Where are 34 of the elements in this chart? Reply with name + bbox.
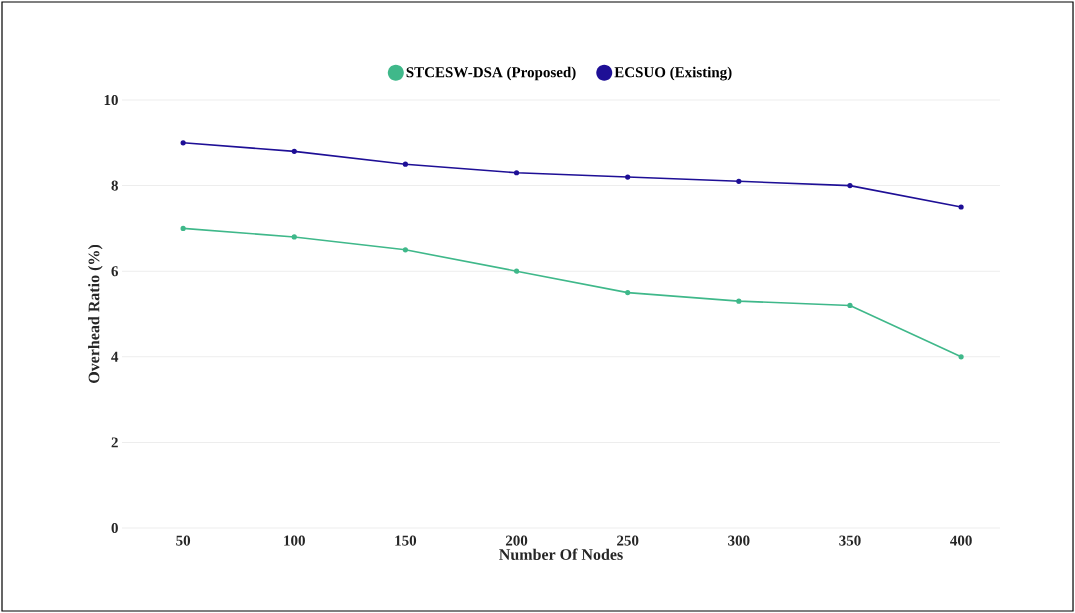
y-tick-label: 0 [111,522,118,534]
legend-label: STCESW-DSA (Proposed) [406,66,576,81]
y-tick-label: 10 [104,94,118,106]
y-tick-label: 4 [111,351,119,362]
point [513,170,520,176]
point [402,161,409,167]
x-tick-label: 400 [950,535,972,546]
point [180,225,186,231]
point [402,247,409,253]
point [291,234,297,240]
x-tick-label: 100 [284,535,305,546]
x-axis-title: Number Of Nodes [499,548,623,560]
point [736,298,742,304]
y-axis-title: Overhead Ratio (%) [88,244,103,383]
point [958,354,964,360]
x-tick-label: 50 [176,535,191,546]
x-tick-label: 300 [728,535,750,546]
x-tick-label: 350 [839,535,861,546]
point [736,178,742,184]
y-tick-label: 6 [111,266,119,277]
point [625,174,631,180]
point [847,302,853,309]
point [513,268,520,274]
x-tick-label: 150 [395,535,417,546]
point [958,204,964,210]
y-tick-label: 2 [111,437,118,448]
point [291,148,297,154]
legend-label: ECSUO (Existing) [614,66,732,81]
point [847,183,853,189]
point [625,290,631,296]
y-tick-label: 8 [111,180,118,191]
point [180,140,186,146]
x-tick-label: 200 [505,535,528,546]
x-tick-label: 250 [617,535,639,546]
